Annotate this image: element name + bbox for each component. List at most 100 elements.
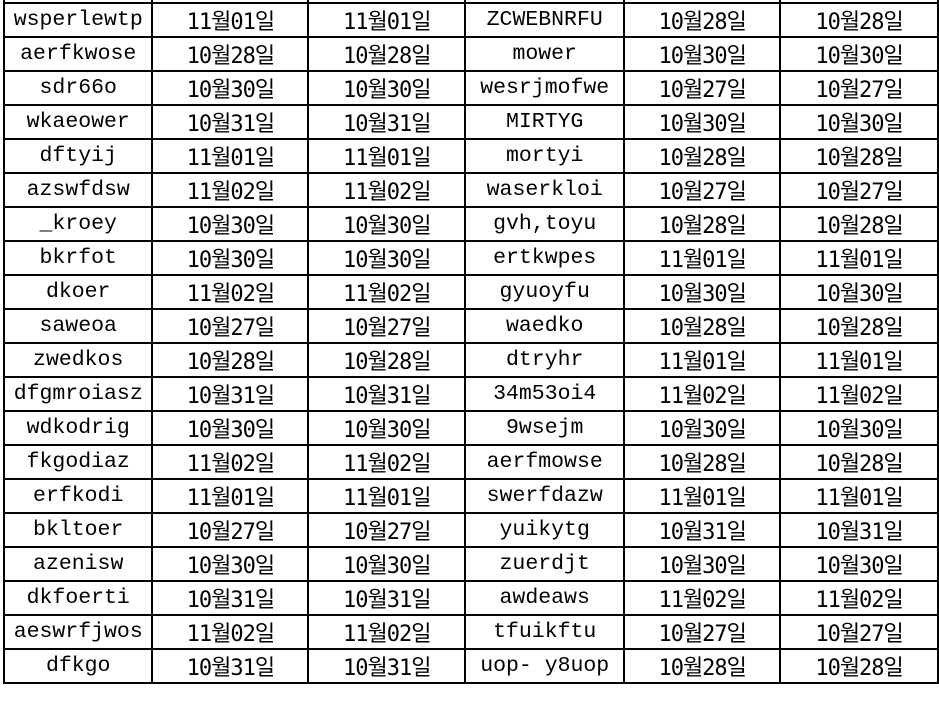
name-cell[interactable]: wdkodrig	[2, 410, 154, 446]
name-cell[interactable]: tfuikftu	[464, 614, 626, 650]
name-cell[interactable]: sdr66o	[2, 70, 154, 106]
name-cell[interactable]: swerfdazw	[464, 478, 626, 514]
date-cell[interactable]: 10월28일	[623, 138, 782, 174]
date-cell[interactable]: 10월28일	[307, 36, 467, 72]
date-cell[interactable]: 11월02일	[307, 444, 467, 480]
date-cell[interactable]: 10월31일	[151, 376, 310, 412]
date-cell[interactable]: 11월01일	[779, 342, 939, 378]
cell[interactable]	[779, 0, 939, 4]
date-cell[interactable]: 10월30일	[307, 206, 467, 242]
date-cell[interactable]: 11월02일	[307, 274, 467, 310]
date-cell[interactable]: 10월31일	[151, 104, 310, 140]
date-cell[interactable]: 10월31일	[151, 580, 310, 616]
name-cell[interactable]: waserkloi	[464, 172, 626, 208]
date-cell[interactable]: 10월30일	[779, 36, 939, 72]
name-cell[interactable]: zuerdjt	[464, 546, 626, 582]
date-cell[interactable]: 10월28일	[779, 138, 939, 174]
date-cell[interactable]: 10월30일	[623, 274, 782, 310]
date-cell[interactable]: 11월01일	[151, 2, 310, 38]
date-cell[interactable]: 11월02일	[151, 274, 310, 310]
date-cell[interactable]: 10월30일	[623, 36, 782, 72]
cell[interactable]	[2, 0, 154, 4]
date-cell[interactable]: 10월27일	[779, 70, 939, 106]
name-cell[interactable]: MIRTYG	[464, 104, 626, 140]
name-cell[interactable]: uop- y8uop	[464, 648, 626, 684]
name-cell[interactable]: _kroey	[2, 206, 154, 242]
date-cell[interactable]: 11월01일	[307, 2, 467, 38]
name-cell[interactable]: dkfoerti	[2, 580, 154, 616]
date-cell[interactable]: 10월27일	[623, 172, 782, 208]
cell[interactable]	[151, 0, 310, 4]
date-cell[interactable]: 11월02일	[779, 580, 939, 616]
date-cell[interactable]: 10월28일	[779, 444, 939, 480]
date-cell[interactable]: 10월28일	[779, 206, 939, 242]
date-cell[interactable]: 10월31일	[307, 648, 467, 684]
date-cell[interactable]: 10월31일	[623, 512, 782, 548]
name-cell[interactable]: dtryhr	[464, 342, 626, 378]
date-cell[interactable]: 10월28일	[307, 342, 467, 378]
date-cell[interactable]: 11월02일	[623, 580, 782, 616]
name-cell[interactable]: gvh,toyu	[464, 206, 626, 242]
name-cell[interactable]: aerfkwose	[2, 36, 154, 72]
name-cell[interactable]: ertkwpes	[464, 240, 626, 276]
date-cell[interactable]: 10월27일	[151, 512, 310, 548]
name-cell[interactable]: awdeaws	[464, 580, 626, 616]
date-cell[interactable]: 10월30일	[307, 240, 467, 276]
cell[interactable]	[623, 0, 782, 4]
date-cell[interactable]: 10월28일	[779, 308, 939, 344]
date-cell[interactable]: 10월30일	[151, 410, 310, 446]
date-cell[interactable]: 11월01일	[623, 240, 782, 276]
name-cell[interactable]: mortyi	[464, 138, 626, 174]
name-cell[interactable]: wesrjmofwe	[464, 70, 626, 106]
date-cell[interactable]: 11월01일	[151, 478, 310, 514]
date-cell[interactable]: 11월02일	[151, 172, 310, 208]
date-cell[interactable]: 11월01일	[307, 478, 467, 514]
date-cell[interactable]: 10월27일	[623, 614, 782, 650]
name-cell[interactable]: aerfmowse	[464, 444, 626, 480]
name-cell[interactable]: 9wsejm	[464, 410, 626, 446]
cell[interactable]	[307, 0, 467, 4]
name-cell[interactable]: waedko	[464, 308, 626, 344]
date-cell[interactable]: 10월27일	[307, 308, 467, 344]
date-cell[interactable]: 11월01일	[623, 342, 782, 378]
date-cell[interactable]: 10월30일	[779, 274, 939, 310]
date-cell[interactable]: 10월31일	[779, 512, 939, 548]
date-cell[interactable]: 10월31일	[151, 648, 310, 684]
name-cell[interactable]: wkaeower	[2, 104, 154, 140]
date-cell[interactable]: 10월31일	[307, 376, 467, 412]
name-cell[interactable]: ZCWEBNRFU	[464, 2, 626, 38]
date-cell[interactable]: 10월30일	[151, 70, 310, 106]
date-cell[interactable]: 10월30일	[151, 206, 310, 242]
name-cell[interactable]: gyuoyfu	[464, 274, 626, 310]
date-cell[interactable]: 10월30일	[779, 410, 939, 446]
cell[interactable]	[464, 0, 626, 4]
date-cell[interactable]: 11월02일	[307, 172, 467, 208]
date-cell[interactable]: 11월01일	[623, 478, 782, 514]
name-cell[interactable]: dfkgo	[2, 648, 154, 684]
date-cell[interactable]: 10월30일	[151, 546, 310, 582]
date-cell[interactable]: 10월30일	[623, 410, 782, 446]
name-cell[interactable]: erfkodi	[2, 478, 154, 514]
date-cell[interactable]: 10월30일	[307, 546, 467, 582]
date-cell[interactable]: 10월28일	[623, 308, 782, 344]
date-cell[interactable]: 10월27일	[623, 70, 782, 106]
date-cell[interactable]: 10월30일	[623, 104, 782, 140]
date-cell[interactable]: 11월02일	[151, 444, 310, 480]
date-cell[interactable]: 10월30일	[307, 410, 467, 446]
name-cell[interactable]: azswfdsw	[2, 172, 154, 208]
date-cell[interactable]: 11월01일	[779, 240, 939, 276]
date-cell[interactable]: 10월28일	[623, 2, 782, 38]
date-cell[interactable]: 10월28일	[151, 342, 310, 378]
date-cell[interactable]: 10월28일	[623, 648, 782, 684]
date-cell[interactable]: 10월28일	[779, 2, 939, 38]
name-cell[interactable]: zwedkos	[2, 342, 154, 378]
date-cell[interactable]: 10월27일	[307, 512, 467, 548]
date-cell[interactable]: 10월31일	[307, 580, 467, 616]
date-cell[interactable]: 10월30일	[779, 104, 939, 140]
name-cell[interactable]: saweoa	[2, 308, 154, 344]
name-cell[interactable]: dkoer	[2, 274, 154, 310]
date-cell[interactable]: 11월02일	[779, 376, 939, 412]
date-cell[interactable]: 10월27일	[779, 172, 939, 208]
date-cell[interactable]: 10월30일	[779, 546, 939, 582]
date-cell[interactable]: 11월01일	[779, 478, 939, 514]
